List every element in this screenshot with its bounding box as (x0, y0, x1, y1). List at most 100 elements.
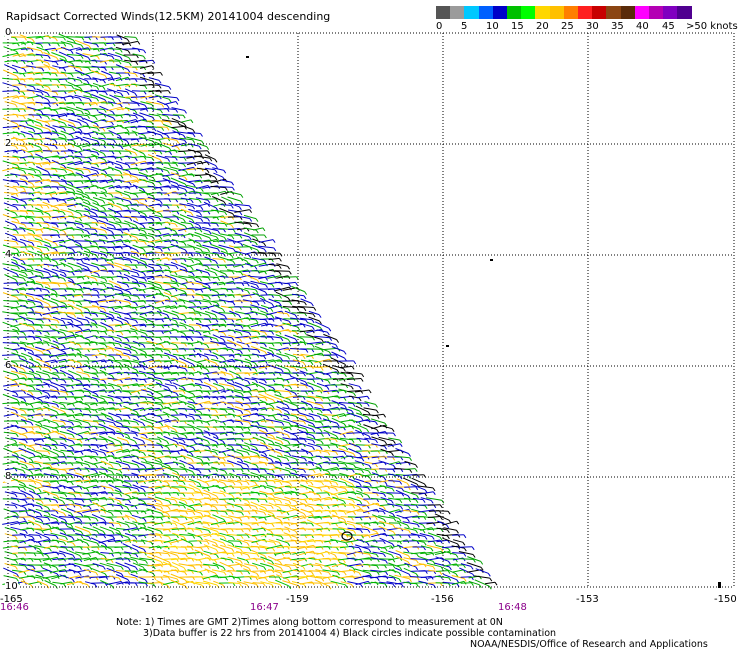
wind-barb-flag (96, 290, 100, 294)
wind-barb-flag (207, 223, 211, 227)
wind-barb-flag (167, 170, 170, 174)
wind-barb (188, 238, 200, 244)
wind-barb-flag (39, 422, 43, 427)
wind-barb-flag (16, 248, 20, 253)
wind-barb-flag (353, 392, 357, 397)
wind-barb (109, 94, 119, 100)
wind-barb (124, 346, 136, 352)
wind-barb-flag (160, 463, 164, 468)
wind-barb-flag (32, 230, 36, 235)
wind-barb (259, 297, 273, 305)
wind-barb-flag (206, 169, 210, 174)
wind-barb (356, 402, 368, 404)
wind-barb-flag (110, 318, 114, 322)
wind-barb-flag (328, 351, 332, 355)
wind-barb (99, 105, 113, 113)
wind-barb-flag (392, 457, 396, 461)
wind-barb (211, 221, 225, 225)
wind-barb (3, 413, 17, 417)
wind-barb-flag (240, 194, 244, 198)
wind-barb-flag (80, 457, 84, 462)
wind-barb-flag (81, 170, 84, 175)
wind-barb-flag (175, 101, 179, 105)
wind-barb (188, 365, 200, 369)
wind-barb-flag (38, 366, 42, 371)
wind-barb-flag (79, 87, 83, 92)
wind-barb-flag (104, 189, 108, 193)
wind-barb (219, 358, 233, 364)
wind-barb-flag (303, 469, 307, 473)
wind-barb-flag (166, 426, 170, 430)
wind-barb (139, 342, 153, 344)
wind-barb (308, 413, 320, 417)
wind-barb (83, 173, 97, 177)
wind-barb (155, 347, 169, 351)
wind-barb (140, 161, 152, 165)
wind-barb (123, 191, 137, 195)
wind-barb (154, 305, 170, 309)
wind-barb (132, 244, 144, 250)
wind-barb (91, 425, 105, 429)
wind-barb-flag (183, 242, 187, 246)
wind-barb-flag (30, 356, 34, 361)
wind-barbs (2, 33, 498, 590)
wind-barb (202, 251, 218, 255)
wind-barb-flag (327, 445, 331, 449)
wind-barb (43, 198, 57, 200)
wind-barb (227, 323, 241, 327)
wind-barb (124, 432, 136, 434)
wind-barb-flag (86, 254, 90, 258)
wind-barb-flag (111, 385, 115, 390)
wind-barb-flag (70, 319, 74, 323)
wind-barb-flag (264, 469, 267, 473)
wind-barb (124, 322, 136, 328)
wind-barb (283, 276, 297, 278)
wind-barb (27, 299, 41, 303)
wind-barb (274, 371, 290, 375)
wind-barb (130, 108, 146, 110)
wind-barb (284, 352, 296, 358)
wind-barb-flag (104, 344, 108, 348)
wind-barb-flag (22, 134, 26, 138)
wind-barb-flag (14, 37, 18, 41)
wind-barb-flag (240, 421, 244, 426)
wind-barb (76, 185, 88, 189)
wind-barb-flag (22, 140, 26, 145)
wind-barb (76, 262, 88, 268)
wind-barb (251, 244, 265, 250)
wind-barb-flag (110, 203, 114, 208)
wind-barb (211, 293, 225, 297)
wind-barb (99, 369, 113, 377)
wind-barb (244, 442, 256, 448)
wind-barb-flag (128, 223, 131, 228)
wind-barb-flag (191, 330, 195, 335)
wind-barb-flag (54, 37, 58, 42)
wind-barb-flag (256, 307, 260, 311)
wind-barb-flag (360, 417, 364, 421)
wind-barb (140, 71, 152, 75)
wind-barb-flag (288, 342, 292, 347)
wind-barb (60, 178, 72, 184)
wind-barb (186, 136, 202, 142)
wind-barb (372, 413, 384, 417)
wind-barb (27, 324, 41, 326)
wind-barb (171, 209, 185, 213)
wind-barb (226, 264, 242, 266)
wind-barb (116, 437, 128, 441)
wind-barb-flag (208, 319, 212, 324)
wind-barb-flag (326, 416, 330, 420)
wind-barb (98, 137, 114, 141)
wind-barb (178, 226, 194, 232)
wind-barb-flag (120, 175, 124, 179)
wind-barb-flag (126, 140, 130, 145)
wind-barb (114, 359, 130, 363)
wind-barb-flag (343, 397, 347, 401)
wind-barb (130, 96, 146, 98)
wind-barb-flag (71, 332, 75, 336)
wind-barb-flag (216, 415, 220, 419)
wind-barb-flag (104, 327, 108, 331)
wind-barb-flag (88, 36, 92, 41)
wind-barb-flag (215, 435, 219, 439)
wind-barb-flag (384, 446, 388, 450)
wind-barb-flag (134, 73, 138, 78)
